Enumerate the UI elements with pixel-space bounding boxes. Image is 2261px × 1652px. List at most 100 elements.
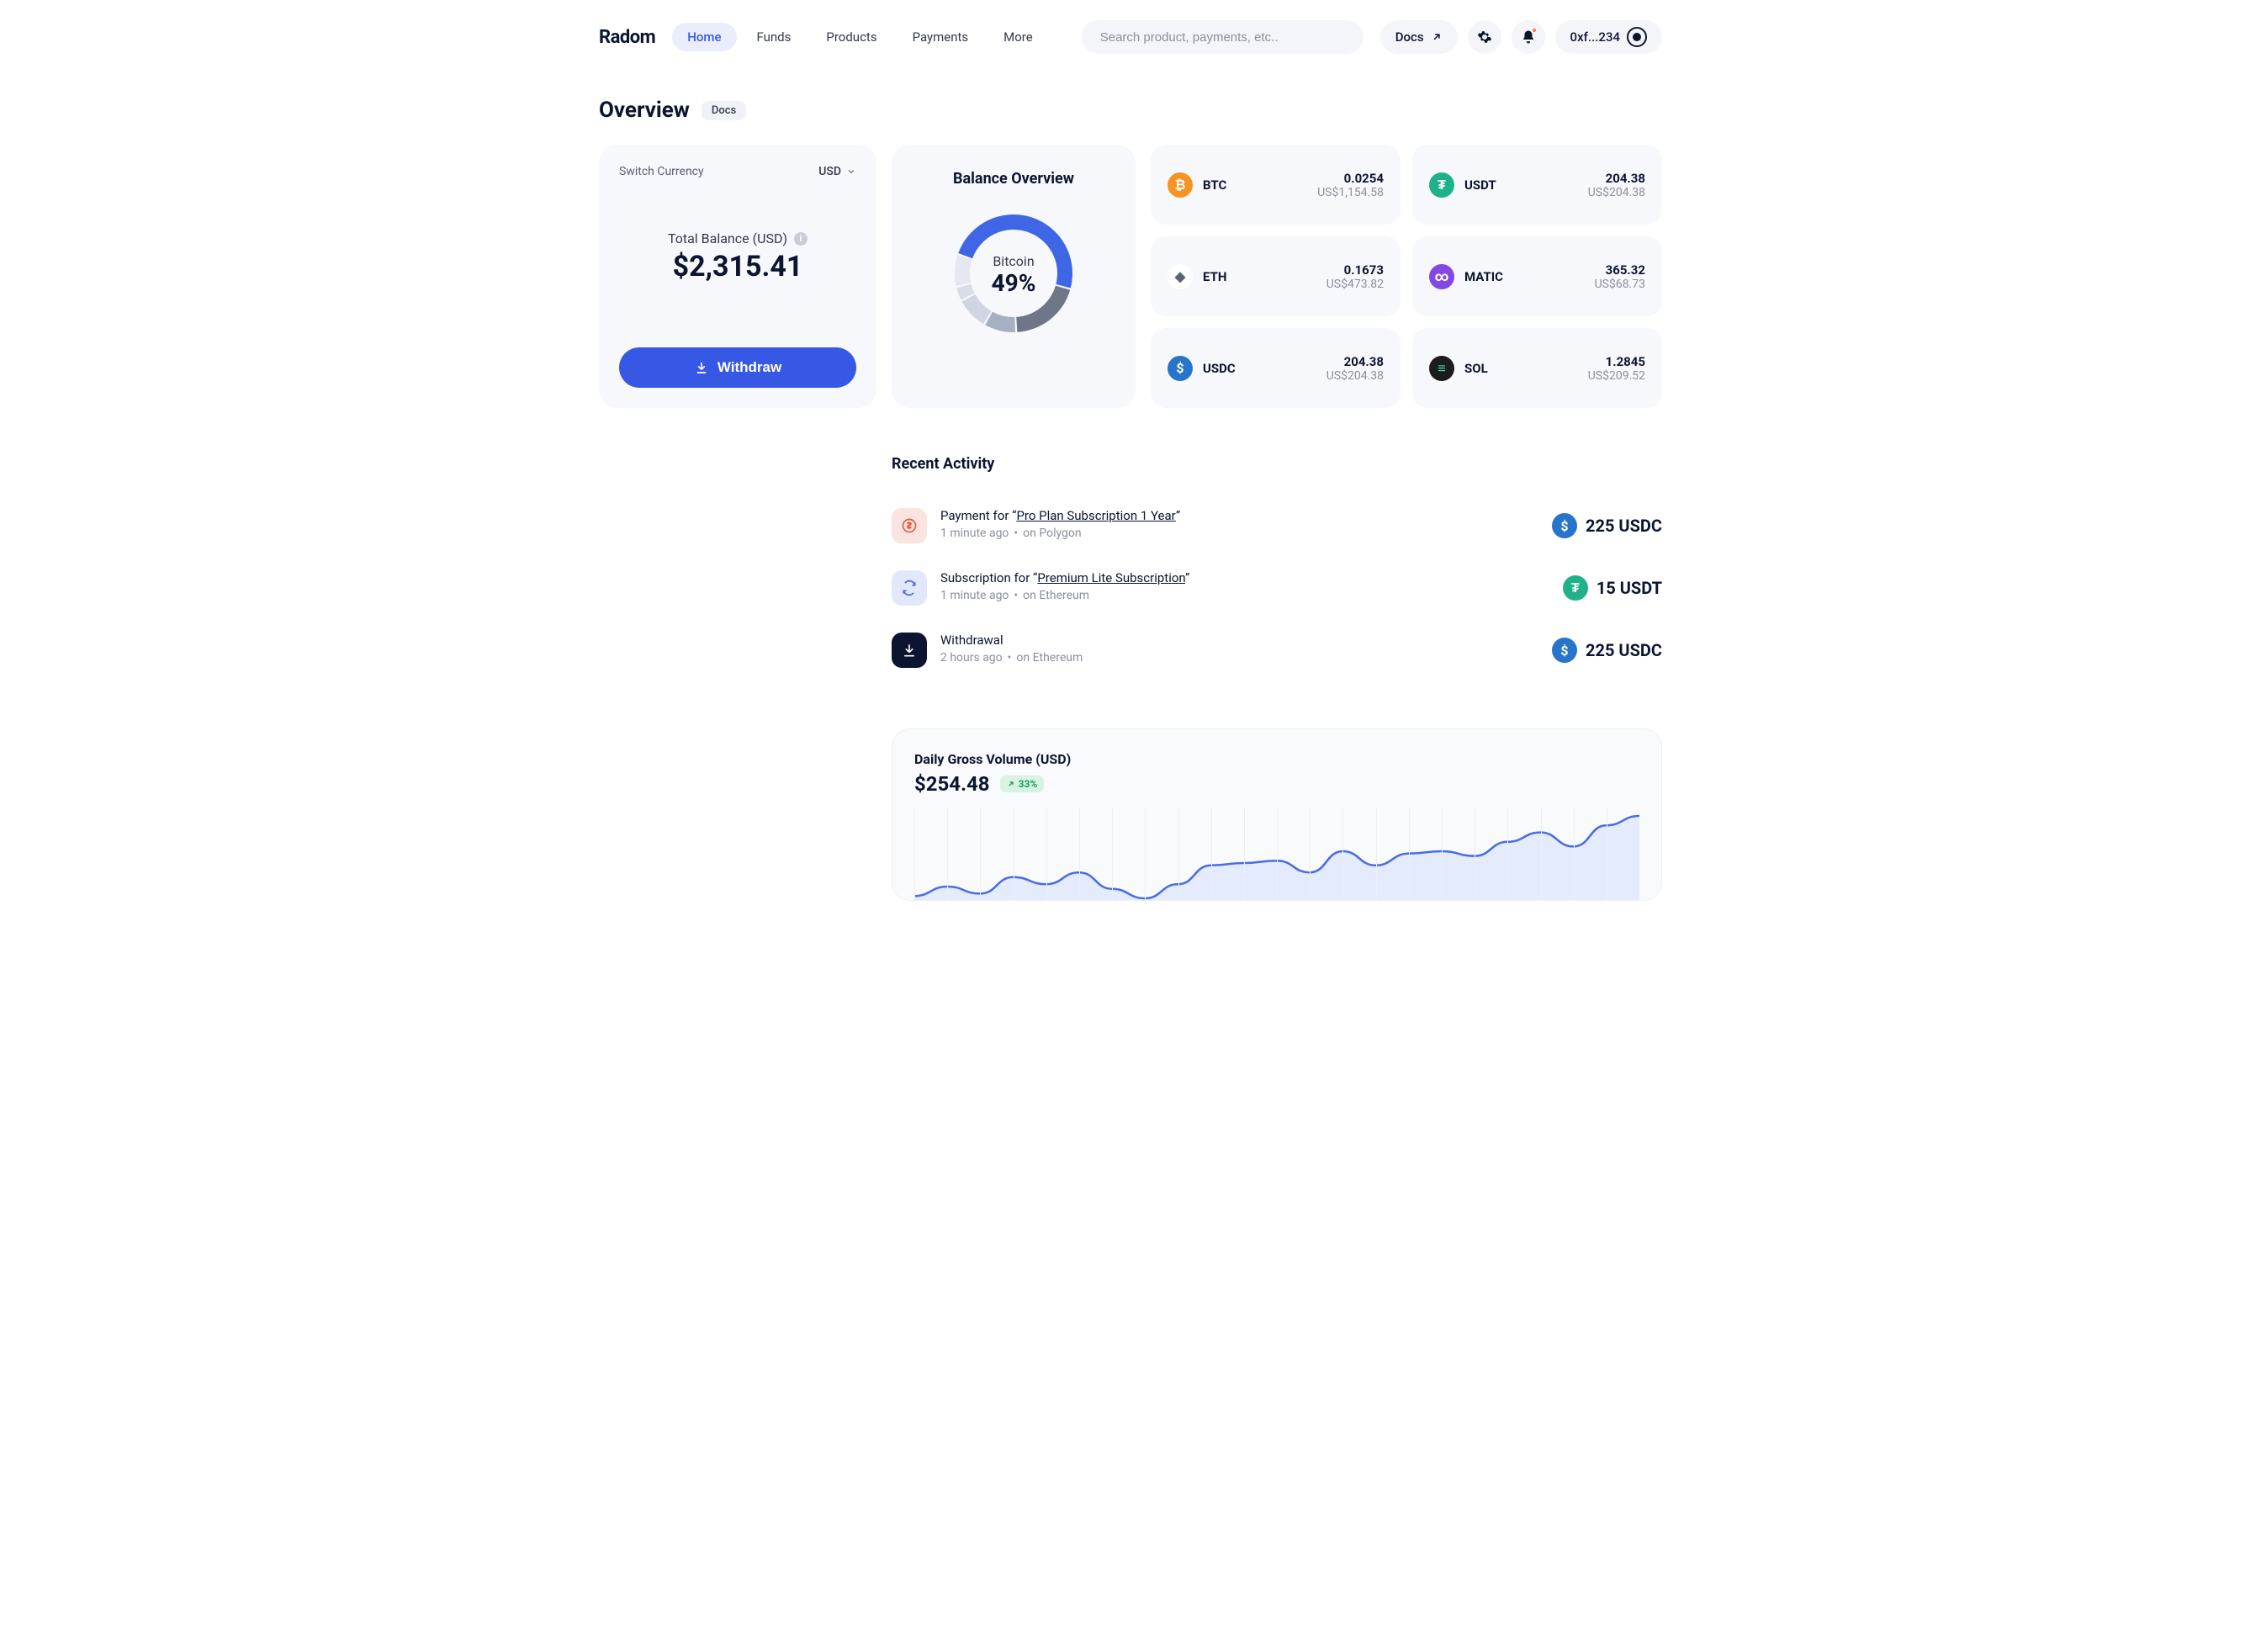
matic-icon: ∞ (1429, 264, 1454, 289)
search (1082, 20, 1363, 54)
activity-row[interactable]: Withdrawal 2 hours ago•on Ethereum $225 US… (892, 619, 1662, 681)
balance-card: Switch Currency USD Total Balance (USD) … (599, 145, 876, 408)
donut-chart: Bitcoin 49% (943, 203, 1084, 347)
nav-item-payments[interactable]: Payments (898, 23, 984, 51)
asset-symbol: SOL (1464, 361, 1488, 376)
donut-center: Bitcoin 49% (943, 203, 1084, 347)
donut-center-pct: 49% (992, 269, 1036, 297)
activity-amount: 225 USDC (1586, 640, 1662, 660)
activity-amount: 15 USDT (1596, 578, 1662, 598)
asset-grid: ₿BTC0.0254US$1,154.58₮USDT204.38US$204.3… (1151, 145, 1662, 408)
arrow-up-right-icon (1431, 31, 1443, 43)
notification-dot (1531, 27, 1538, 34)
asset-fiat: US$209.52 (1588, 369, 1645, 383)
token-icon: $ (1552, 513, 1577, 538)
activity-title: Withdrawal (940, 633, 1083, 648)
asset-card-usdt[interactable]: ₮ USDT 204.38US$204.38 (1412, 145, 1662, 225)
notifications-button[interactable] (1512, 20, 1545, 54)
wallet-address: 0xf...234 (1570, 29, 1620, 45)
download-icon (694, 360, 709, 375)
header: Radom HomeFundsProductsPaymentsMore Docs… (599, 0, 1662, 74)
asset-symbol: MATIC (1464, 269, 1503, 284)
trend-up-icon (1007, 780, 1015, 788)
asset-symbol: USDC (1203, 361, 1236, 376)
sol-icon: ≡ (1429, 356, 1454, 381)
primary-nav: HomeFundsProductsPaymentsMore (672, 23, 1047, 51)
docs-chip[interactable]: Docs (702, 101, 746, 120)
nav-item-home[interactable]: Home (672, 23, 736, 51)
asset-amount: 1.2845 (1588, 354, 1645, 369)
activity-row[interactable]: Payment for “Pro Plan Subscription 1 Yea… (892, 495, 1662, 557)
activity-title: Payment for “Pro Plan Subscription 1 Yea… (940, 508, 1180, 523)
activity-icon (892, 570, 927, 606)
btc-icon: ₿ (1168, 172, 1193, 198)
asset-fiat: US$204.38 (1326, 369, 1384, 383)
eth-icon: ◆ (1168, 264, 1193, 289)
donut-center-name: Bitcoin (993, 253, 1034, 269)
asset-card-usdc[interactable]: $ USDC 204.38US$204.38 (1151, 328, 1401, 408)
avatar-icon (1627, 27, 1647, 47)
asset-symbol: ETH (1203, 269, 1226, 284)
asset-amount: 204.38 (1588, 171, 1645, 186)
recent-heading: Recent Activity (892, 455, 1662, 473)
currency-switch: Switch Currency USD (619, 165, 856, 178)
asset-fiat: US$204.38 (1588, 186, 1645, 199)
nav-item-more[interactable]: More (988, 23, 1048, 51)
currency-dropdown[interactable]: USD (818, 165, 856, 178)
search-input[interactable] (1082, 20, 1363, 54)
asset-symbol: USDT (1464, 177, 1496, 193)
gear-icon (1477, 29, 1492, 45)
summary-grid: Switch Currency USD Total Balance (USD) … (599, 145, 1662, 408)
activity-meta: 1 minute ago•on Polygon (940, 527, 1180, 540)
withdraw-button[interactable]: Withdraw (619, 347, 856, 388)
volume-amount: $254.48 (914, 772, 990, 796)
wallet-button[interactable]: 0xf...234 (1555, 20, 1662, 54)
asset-card-btc[interactable]: ₿ BTC 0.0254US$1,154.58 (1151, 145, 1401, 225)
page-title: Overview (599, 98, 690, 123)
asset-fiat: US$473.82 (1326, 278, 1384, 291)
activity-meta: 2 hours ago•on Ethereum (940, 651, 1083, 665)
activity-icon (892, 508, 927, 543)
usdt-icon: ₮ (1429, 172, 1454, 198)
donut-title: Balance Overview (953, 170, 1074, 188)
total-balance-amount: $2,315.41 (619, 250, 856, 283)
volume-title: Daily Gross Volume (USD) (914, 751, 1639, 767)
info-icon[interactable]: i (794, 232, 808, 246)
asset-card-eth[interactable]: ◆ ETH 0.1673US$473.82 (1151, 236, 1401, 316)
page-header: Overview Docs (599, 98, 1662, 123)
activity-link[interactable]: Pro Plan Subscription 1 Year (1016, 508, 1175, 523)
volume-chart (914, 807, 1639, 900)
asset-symbol: BTC (1203, 177, 1226, 193)
usdc-icon: $ (1168, 356, 1193, 381)
asset-amount: 0.1673 (1326, 262, 1384, 278)
total-balance-label: Total Balance (USD) i (619, 230, 856, 246)
volume-delta-value: 33% (1019, 778, 1038, 790)
activity-title: Subscription for “Premium Lite Subscript… (940, 570, 1189, 585)
settings-button[interactable] (1468, 20, 1501, 54)
currency-value: USD (818, 165, 841, 178)
activity-amount: 225 USDC (1586, 516, 1662, 536)
asset-fiat: US$68.73 (1595, 278, 1645, 291)
docs-button[interactable]: Docs (1380, 20, 1458, 54)
activity-link[interactable]: Premium Lite Subscription (1037, 570, 1185, 585)
asset-card-sol[interactable]: ≡ SOL 1.2845US$209.52 (1412, 328, 1662, 408)
balance-overview-card: Balance Overview Bitcoin 49% (892, 145, 1136, 408)
nav-item-products[interactable]: Products (811, 23, 892, 51)
logo: Radom (599, 27, 655, 48)
asset-amount: 204.38 (1326, 354, 1384, 369)
asset-fiat: US$1,154.58 (1317, 186, 1384, 199)
asset-amount: 365.32 (1595, 262, 1645, 278)
chevron-down-icon (846, 167, 856, 177)
activity-icon (892, 633, 927, 668)
asset-card-matic[interactable]: ∞ MATIC 365.32US$68.73 (1412, 236, 1662, 316)
token-icon: ₮ (1563, 575, 1588, 601)
activity-row[interactable]: Subscription for “Premium Lite Subscript… (892, 557, 1662, 619)
activity-meta: 1 minute ago•on Ethereum (940, 589, 1189, 602)
nav-item-funds[interactable]: Funds (742, 23, 807, 51)
asset-amount: 0.0254 (1317, 171, 1384, 186)
header-actions: Docs 0xf...234 (1380, 20, 1662, 54)
volume-delta: 33% (1000, 776, 1045, 792)
recent-activity: Recent Activity Payment for “Pro Plan Su… (892, 455, 1662, 681)
docs-button-label: Docs (1395, 29, 1424, 45)
token-icon: $ (1552, 638, 1577, 663)
